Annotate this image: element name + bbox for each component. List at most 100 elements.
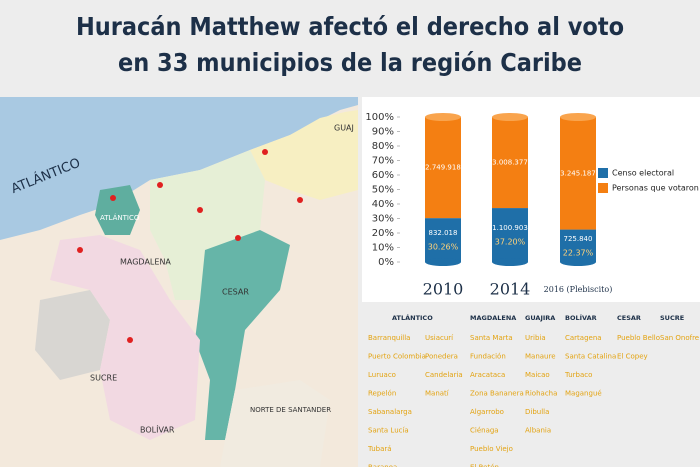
y-tick-label: 70% — [372, 156, 394, 167]
count-label: 832.018 — [429, 229, 458, 237]
guajira — [250, 110, 358, 200]
municipality: Usiacurí — [425, 334, 454, 342]
municipality: Candelaria — [425, 371, 463, 379]
bolivar — [50, 235, 200, 440]
municipality: Albania — [525, 427, 551, 435]
count-label: 1.100.903 — [492, 224, 528, 232]
city — [297, 197, 303, 203]
municipality: Pueblo Viejo — [470, 445, 513, 453]
municipality: Santa Lucía — [368, 427, 409, 435]
bar-cap — [425, 113, 461, 121]
municipality: Maicao — [525, 371, 550, 379]
department-header: SUCRE — [660, 314, 684, 322]
bar-cap — [492, 113, 528, 121]
y-tick-label: 60% — [372, 170, 394, 181]
x-tick-label: 2010 — [423, 280, 464, 299]
y-tick-label: 10% — [372, 243, 394, 254]
municipality: Ponedera — [425, 353, 458, 361]
municipality: El Copey — [617, 353, 648, 361]
cesar — [195, 230, 290, 440]
y-tick-label: 20% — [372, 228, 394, 239]
municipality: Fundación — [470, 353, 506, 361]
x-tick-label: 2016 (Plebiscito) — [544, 285, 613, 294]
x-tick-label: 2014 — [490, 280, 531, 299]
bar-segment — [560, 117, 596, 230]
department-label: NORTE DE SANTANDER — [250, 406, 331, 414]
municipality: Uribia — [525, 334, 546, 342]
value-label: 30.26% — [428, 243, 459, 252]
legend-swatch — [598, 183, 608, 193]
department-label: MAGDALENA — [120, 258, 171, 267]
municipality: Cartagena — [565, 334, 602, 342]
bar-segment — [425, 117, 461, 219]
municipality: Barranquilla — [368, 334, 410, 342]
municipality: Manaure — [525, 353, 556, 361]
chart: 0% 10% 20% 30% 40% 50% 60% 70% 80% 90% 100% 832.018… — [365, 112, 698, 299]
municipality: Manatí — [425, 390, 450, 398]
department-header: BOLÍVAR — [565, 313, 597, 322]
y-tick-label: 80% — [372, 141, 394, 152]
municipality-lists: ATLÁNTICO Barranquilla Puerto Colombia Luru… — [367, 313, 699, 467]
department-label: BOLÍVAR — [140, 424, 175, 435]
municipality: San Onofre — [660, 334, 699, 342]
city — [127, 337, 133, 343]
municipality: Sabanalarga — [368, 408, 412, 416]
legend-label: Censo electoral — [612, 169, 674, 178]
legend-label: Personas que votaron — [612, 184, 699, 193]
city — [197, 207, 203, 213]
department-label: CESAR — [222, 288, 249, 297]
y-tick-label: 100% — [365, 112, 394, 123]
municipality: Pueblo Bello — [617, 334, 660, 342]
legend-swatch — [598, 168, 608, 178]
bar-base — [492, 258, 528, 266]
department-header: ATLÁNTICO — [392, 313, 433, 322]
y-tick-label: 90% — [372, 127, 394, 138]
bar-base — [560, 258, 596, 266]
bar-segment — [492, 117, 528, 209]
department-label: ATLÁNTICO — [100, 213, 140, 222]
chart-panel — [362, 97, 700, 302]
title: Huracán Matthew afectó el derecho al vot… — [76, 12, 624, 41]
municipality: Aracataca — [470, 371, 505, 379]
count-label: 725.840 — [564, 235, 593, 243]
municipality: Santa Catalina — [565, 353, 616, 361]
department-header: GUAJIRA — [525, 314, 555, 322]
city — [110, 195, 116, 201]
bar-segment — [492, 208, 528, 262]
title: en 33 municipios de la región Caribe — [118, 48, 582, 77]
count-label: 3.008.377 — [492, 159, 528, 167]
cities — [77, 149, 303, 343]
bar-segment — [425, 218, 461, 262]
municipality: Tubará — [367, 445, 392, 453]
magdalena — [150, 150, 265, 300]
department-header: CESAR — [617, 314, 641, 322]
bar-cap — [560, 113, 596, 121]
municipality: Magangué — [565, 390, 602, 398]
bar-segment — [560, 229, 596, 262]
y-tick-label: 0% — [378, 257, 394, 268]
municipality: Ciénaga — [470, 427, 499, 435]
bar-base — [425, 258, 461, 266]
y-tick-label: 40% — [372, 199, 394, 210]
department-label: GUAJ — [334, 124, 354, 133]
city — [235, 235, 241, 241]
y-tick-label: 30% — [372, 214, 394, 225]
count-label: 2.749.918 — [425, 164, 461, 172]
municipality: Dibulla — [525, 408, 549, 416]
municipality: Turbaco — [564, 371, 592, 379]
municipality: Puerto Colombia — [368, 353, 426, 361]
count-label: 3.245.187 — [560, 169, 596, 177]
municipality: Repelón — [368, 390, 396, 398]
municipality: Luruaco — [368, 371, 396, 379]
municipality: Riohacha — [525, 390, 557, 398]
municipality: Algarrobo — [470, 408, 504, 416]
department-label: SUCRE — [90, 374, 117, 383]
department-header: MAGDALENA — [470, 314, 516, 322]
city — [157, 182, 163, 188]
norte-santander — [220, 380, 330, 467]
municipality: El Retén — [470, 464, 499, 467]
municipality: Zona Bananera — [470, 390, 524, 398]
sucre — [35, 290, 110, 380]
